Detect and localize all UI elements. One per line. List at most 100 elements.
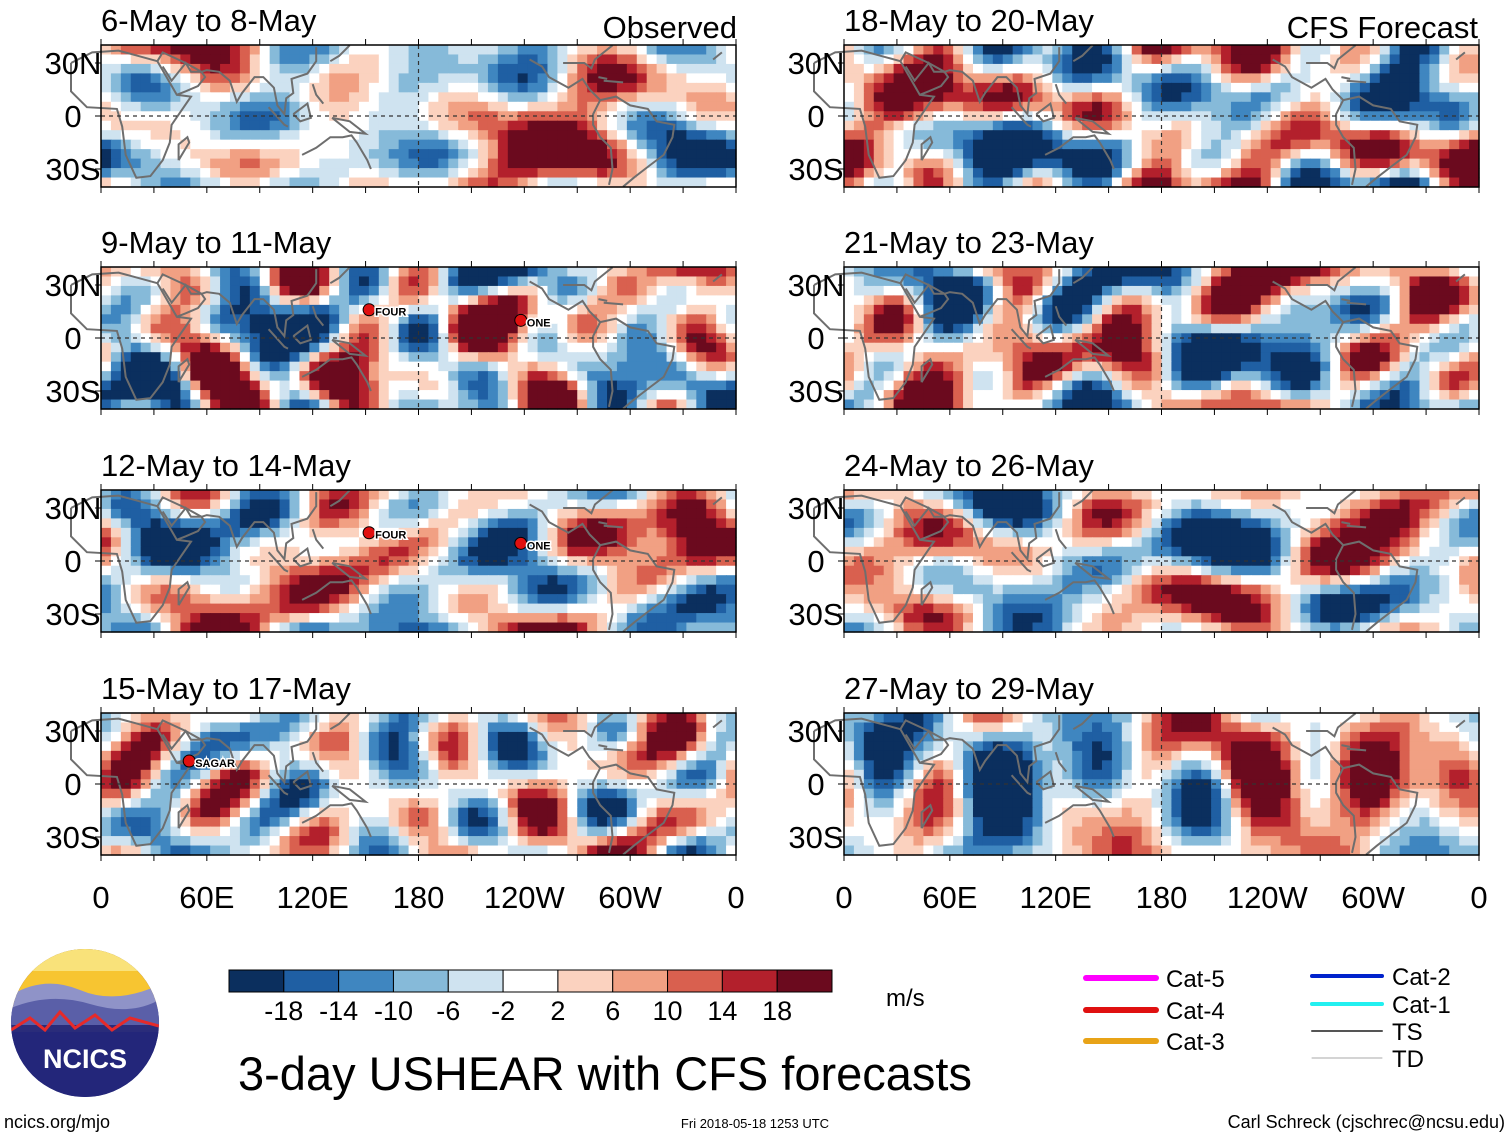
shear-cell [557, 73, 568, 84]
shear-cell [567, 750, 578, 761]
shear-cell [120, 295, 132, 306]
shear-cell [101, 92, 112, 103]
shear-cell [716, 45, 727, 56]
shear-cell [567, 490, 578, 501]
shear-cell [487, 92, 499, 103]
shear-cell [487, 54, 499, 65]
shear-cell [408, 565, 420, 576]
shear-cell [1042, 73, 1053, 84]
shear-cell [607, 713, 618, 724]
shear-cell [438, 722, 449, 733]
shear-cell [249, 575, 261, 586]
shear-cell [478, 499, 489, 510]
shear-cell [150, 750, 162, 761]
shear-cell [1399, 45, 1411, 56]
shear-cell [696, 807, 707, 818]
shear-cell [1389, 130, 1401, 141]
shear-cell [557, 594, 568, 605]
shear-cell [269, 54, 281, 65]
shear-cell [478, 622, 489, 633]
shear-cell [259, 54, 271, 65]
shear-cell [468, 120, 479, 131]
shear-cell [616, 285, 628, 296]
shear-cell [1340, 139, 1351, 150]
shear-cell [607, 276, 618, 287]
shear-cell [517, 546, 529, 557]
shear-cell [626, 82, 638, 93]
shear-cell [616, 101, 628, 112]
shear-cell [239, 769, 251, 780]
shear-cell [190, 788, 201, 799]
shear-cell [279, 63, 291, 74]
shear-cell [1340, 120, 1351, 131]
shear-cell [557, 177, 568, 188]
shear-cell [329, 342, 340, 353]
shear-cell [567, 139, 578, 150]
shear-cell [130, 826, 142, 837]
shear-cell [428, 295, 439, 306]
shear-cell [587, 177, 598, 188]
shear-cell [220, 798, 231, 809]
shear-cell [726, 499, 737, 510]
shear-cell [378, 54, 390, 65]
shear-cell [190, 741, 201, 752]
shear-cell [110, 575, 122, 586]
shear-cell [1290, 63, 1301, 74]
shear-cell [418, 788, 430, 799]
shear-cell [597, 556, 608, 567]
shear-cell [597, 130, 608, 141]
shear-cell [1300, 82, 1311, 93]
shear-cell [567, 276, 578, 287]
shear-cell [378, 82, 390, 93]
shear-cell [279, 361, 291, 372]
shear-cell [646, 45, 658, 56]
shear-cell [1002, 54, 1014, 65]
shear-cell [269, 807, 281, 818]
shear-cell [626, 845, 638, 856]
shear-cell [567, 527, 578, 538]
shear-cell [537, 575, 549, 586]
shear-cell [696, 845, 707, 856]
shear-cell [220, 779, 231, 790]
shear-cell [656, 158, 668, 169]
shear-cell [527, 594, 539, 605]
shear-cell [339, 314, 350, 325]
shear-cell [636, 158, 648, 169]
shear-cell [557, 120, 568, 131]
shear-cell [438, 54, 449, 65]
shear-cell [319, 82, 330, 93]
shear-cell [646, 352, 658, 363]
shear-cell [259, 276, 271, 287]
shear-cell [398, 139, 410, 150]
shear-cell [903, 92, 915, 103]
shear-cell [517, 594, 529, 605]
shear-cell [577, 361, 588, 372]
shear-cell [1002, 177, 1014, 188]
shear-cell [239, 584, 251, 595]
shear-cell [180, 82, 191, 93]
shear-cell [696, 285, 707, 296]
panel-title: 6-May to 8-May [101, 3, 317, 38]
shear-cell [537, 267, 549, 278]
shear-cell [259, 82, 271, 93]
shear-cell [636, 139, 648, 150]
shear-cell [706, 285, 717, 296]
shear-cell [527, 527, 539, 538]
shear-cell [1161, 168, 1173, 179]
shear-cell [478, 45, 489, 56]
shear-cell [1439, 149, 1450, 160]
shear-cell [349, 575, 360, 586]
shear-cell [597, 527, 608, 538]
shear-cell [398, 63, 410, 74]
shear-cell [200, 750, 211, 761]
shear-cell [1429, 149, 1440, 160]
shear-cell [408, 826, 420, 837]
shear-cell [567, 342, 578, 353]
shear-cell [1012, 54, 1024, 65]
shear-cell [537, 399, 549, 410]
shear-cell [358, 722, 370, 733]
shear-cell [309, 537, 320, 548]
shear-cell [249, 149, 261, 160]
shear-cell [130, 490, 142, 501]
shear-cell [706, 295, 717, 306]
